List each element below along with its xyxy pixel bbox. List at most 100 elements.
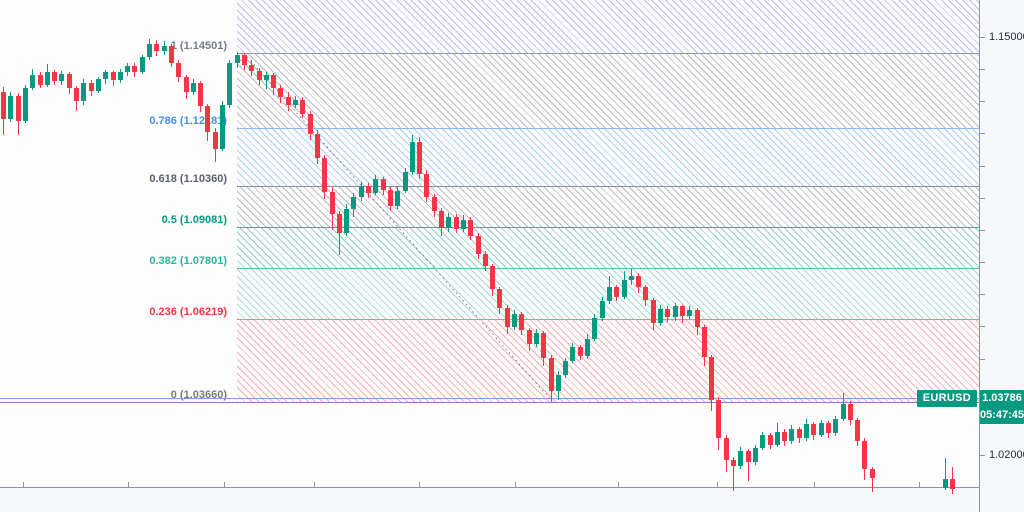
- candle-body: [307, 113, 313, 135]
- candle-body: [205, 106, 211, 132]
- candle-body: [59, 73, 65, 82]
- candle-body: [672, 306, 678, 318]
- candle-body: [227, 63, 233, 106]
- fib-level-label: 0.382 (1.07801): [149, 255, 227, 268]
- fib-trend-line: [243, 52, 553, 402]
- candle-body: [220, 105, 225, 149]
- candle-body: [585, 338, 590, 356]
- fib-level-label: 0.786 (1.12181): [149, 114, 227, 127]
- candle-body: [154, 44, 160, 52]
- fib-level-line: [237, 268, 979, 270]
- candle-body: [139, 56, 145, 73]
- candle-body: [833, 418, 839, 434]
- candle-body: [30, 74, 36, 88]
- price-axis-tick: [980, 165, 985, 167]
- candle-body: [731, 459, 736, 467]
- candle-body: [212, 131, 218, 149]
- candle-body: [234, 54, 240, 64]
- candle-body: [468, 219, 474, 236]
- candle-body: [738, 451, 744, 467]
- candle-body: [636, 275, 642, 288]
- fib-band: [237, 127, 979, 187]
- candle-body: [314, 134, 320, 158]
- fib-band: [237, 319, 979, 402]
- time-axis-tick: [814, 482, 815, 487]
- candle-body: [409, 142, 415, 173]
- fib-band: [237, 0, 979, 54]
- candle-body: [22, 87, 28, 121]
- candle-body: [446, 217, 452, 229]
- candle-body: [300, 99, 306, 114]
- candle-body: [490, 265, 496, 290]
- candle-body: [460, 219, 466, 230]
- candle-body: [183, 77, 189, 92]
- candle-body: [322, 157, 328, 192]
- candle-body: [497, 289, 503, 308]
- candle-body: [752, 447, 758, 463]
- candle-body: [453, 217, 459, 230]
- candle-body: [37, 74, 43, 85]
- candle-body: [344, 209, 350, 234]
- candle-body: [417, 142, 423, 174]
- candle-body: [862, 440, 868, 470]
- candle-body: [526, 330, 532, 345]
- time-axis[interactable]: [0, 487, 979, 512]
- candle-body: [723, 438, 729, 460]
- candle-body: [825, 423, 831, 434]
- candle-body: [555, 375, 561, 392]
- candle-body: [52, 72, 58, 82]
- candle-body: [66, 73, 72, 89]
- candle-body: [424, 173, 430, 198]
- fib-band: [237, 53, 979, 128]
- candle-body: [869, 469, 875, 479]
- candle-body: [789, 428, 795, 442]
- candle-body: [402, 172, 408, 191]
- fib-level-label: 0 (1.03660): [170, 388, 227, 401]
- last-price-axis-badge: 1.03786 05:47:45: [980, 390, 1024, 424]
- candle-body: [942, 479, 948, 488]
- candle-body: [774, 431, 780, 445]
- candle-body: [548, 357, 554, 392]
- candle-body: [387, 189, 393, 206]
- candle-body: [570, 347, 576, 362]
- candle-body: [658, 308, 663, 323]
- candle-body: [577, 347, 583, 356]
- candle-body: [592, 318, 598, 339]
- horizontal-price-line: [0, 397, 979, 399]
- fib-level-label: 0.5 (1.09081): [161, 214, 227, 227]
- candle-body: [278, 88, 284, 98]
- last-price-value: 1.03786: [982, 392, 1022, 404]
- price-axis-tick: [980, 294, 985, 296]
- candle-body: [293, 99, 298, 106]
- candle-body: [198, 82, 204, 107]
- candle-body: [796, 428, 802, 439]
- price-axis-tick: [980, 37, 985, 38]
- candle-body: [621, 279, 627, 297]
- candle-body: [161, 46, 167, 52]
- candle-body: [804, 424, 809, 439]
- bar-countdown: 05:47:45: [980, 409, 1024, 421]
- chart-plot-area[interactable]: 1 (1.14501) 0.786 (1.12181) 0.618 (1.10360…: [0, 0, 979, 495]
- candle-body: [679, 306, 685, 317]
- price-axis-tick: [980, 229, 985, 231]
- candle-body: [701, 327, 707, 357]
- candle-body: [117, 71, 123, 81]
- candle-body: [74, 88, 79, 102]
- price-axis-tick: [980, 358, 985, 360]
- candle-body: [687, 309, 693, 317]
- price-axis[interactable]: 1.15000 1.02000: [979, 0, 1024, 512]
- candle-body: [95, 79, 101, 91]
- candle-body: [614, 287, 620, 297]
- candle-body: [482, 254, 488, 266]
- candle-body: [132, 65, 138, 73]
- price-axis-label: 1.02000: [989, 449, 1024, 461]
- time-axis-tick: [515, 482, 516, 487]
- fib-level-line: [237, 319, 979, 321]
- candle-body: [366, 185, 371, 193]
- candle-body: [176, 62, 182, 78]
- candle-body: [395, 190, 401, 206]
- candle-body: [190, 82, 196, 92]
- candle-body: [760, 435, 766, 448]
- candle-body: [125, 65, 131, 72]
